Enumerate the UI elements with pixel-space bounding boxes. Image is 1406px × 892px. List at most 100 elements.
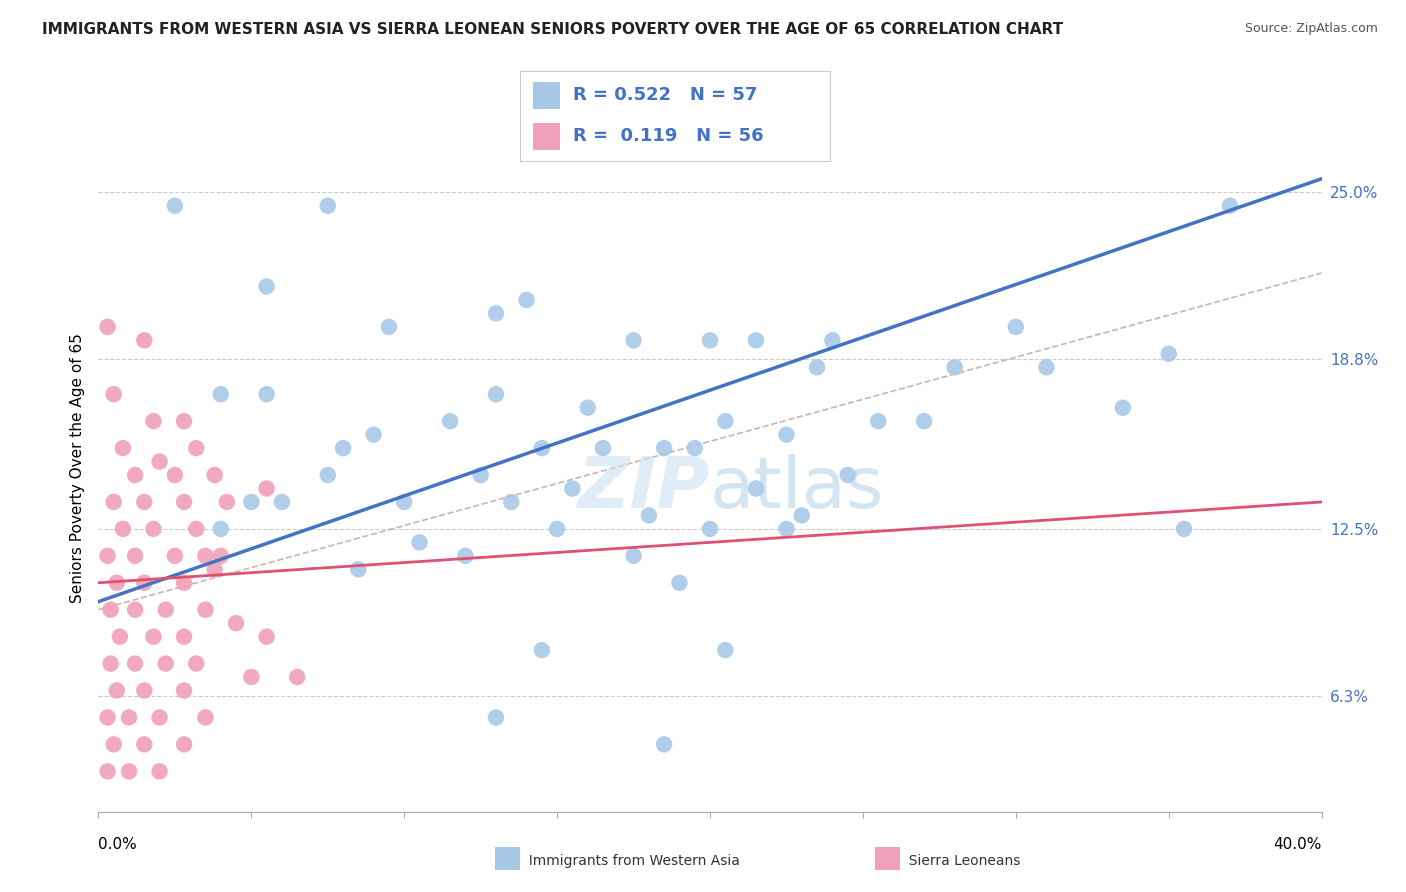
Point (155, 657, 177, 671)
Point (775, 522, 797, 536)
Point (142, 414, 165, 428)
Point (546, 522, 568, 536)
Point (347, 562, 370, 576)
Point (97, 710, 120, 724)
Point (775, 427, 797, 442)
Point (173, 575, 195, 590)
Point (1157, 347, 1180, 361)
Point (134, 575, 156, 590)
Point (530, 441, 553, 455)
Point (103, 495, 125, 509)
Point (100, 603, 122, 617)
Point (111, 441, 134, 455)
Point (714, 414, 737, 428)
Point (516, 293, 538, 307)
Point (163, 549, 186, 563)
Point (806, 360, 828, 375)
Text: R =  0.119   N = 56: R = 0.119 N = 56 (572, 128, 763, 145)
Point (103, 387, 125, 401)
Point (1173, 522, 1195, 536)
Point (1004, 319, 1026, 334)
Text: 0.0%: 0.0% (98, 837, 138, 852)
Point (623, 334, 645, 348)
Point (652, 738, 675, 752)
Point (790, 508, 813, 523)
Point (173, 495, 195, 509)
Point (316, 199, 339, 213)
Point (270, 495, 294, 509)
Point (209, 549, 232, 563)
Text: IMMIGRANTS FROM WESTERN ASIA VS SIERRA LEONEAN SENIORS POVERTY OVER THE AGE OF 6: IMMIGRANTS FROM WESTERN ASIA VS SIERRA L… (42, 22, 1063, 37)
Point (501, 495, 523, 509)
Point (142, 522, 165, 536)
Point (134, 495, 156, 509)
Point (638, 508, 661, 523)
Point (485, 306, 508, 320)
Point (623, 549, 645, 563)
Point (745, 482, 768, 496)
Bar (533, 123, 561, 150)
Point (134, 683, 156, 698)
Point (163, 199, 186, 213)
Point (363, 427, 385, 442)
Point (378, 319, 401, 334)
Point (124, 468, 146, 483)
Point (745, 334, 768, 348)
Point (485, 387, 508, 401)
Point (837, 468, 859, 483)
Text: Sierra Leoneans: Sierra Leoneans (900, 854, 1021, 868)
Point (103, 738, 125, 752)
Point (194, 710, 217, 724)
Point (134, 334, 156, 348)
Point (821, 334, 844, 348)
Point (699, 522, 721, 536)
Point (392, 495, 416, 509)
Point (256, 630, 278, 644)
Text: Immigrants from Western Asia: Immigrants from Western Asia (520, 854, 740, 868)
Point (204, 468, 226, 483)
Point (256, 387, 278, 401)
Point (592, 441, 614, 455)
Point (561, 482, 583, 496)
Point (285, 670, 308, 684)
Point (652, 441, 675, 455)
Point (240, 670, 263, 684)
Text: Source: ZipAtlas.com: Source: ZipAtlas.com (1244, 22, 1378, 36)
Point (186, 522, 208, 536)
Point (108, 630, 131, 644)
Point (240, 495, 263, 509)
Point (100, 657, 122, 671)
Point (173, 683, 195, 698)
Point (111, 522, 134, 536)
Point (316, 468, 339, 483)
Point (173, 738, 195, 752)
Point (1112, 401, 1135, 415)
Point (142, 630, 165, 644)
Point (134, 738, 156, 752)
Bar (533, 82, 561, 109)
Point (868, 414, 890, 428)
Point (97, 549, 120, 563)
Y-axis label: Seniors Poverty Over the Age of 65: Seniors Poverty Over the Age of 65 (69, 334, 84, 603)
Point (699, 334, 721, 348)
Point (186, 657, 208, 671)
Point (1219, 199, 1241, 213)
Point (118, 764, 141, 779)
Point (714, 643, 737, 657)
Point (209, 387, 232, 401)
Point (912, 414, 935, 428)
Point (194, 549, 217, 563)
Point (173, 414, 195, 428)
Point (209, 522, 232, 536)
Point (105, 575, 128, 590)
Point (576, 401, 599, 415)
Text: R = 0.522   N = 57: R = 0.522 N = 57 (572, 87, 758, 104)
Point (470, 468, 492, 483)
Point (1035, 360, 1057, 375)
Point (454, 549, 477, 563)
Point (163, 468, 186, 483)
Point (225, 616, 247, 631)
Point (485, 710, 508, 724)
Point (124, 549, 146, 563)
Point (683, 441, 706, 455)
